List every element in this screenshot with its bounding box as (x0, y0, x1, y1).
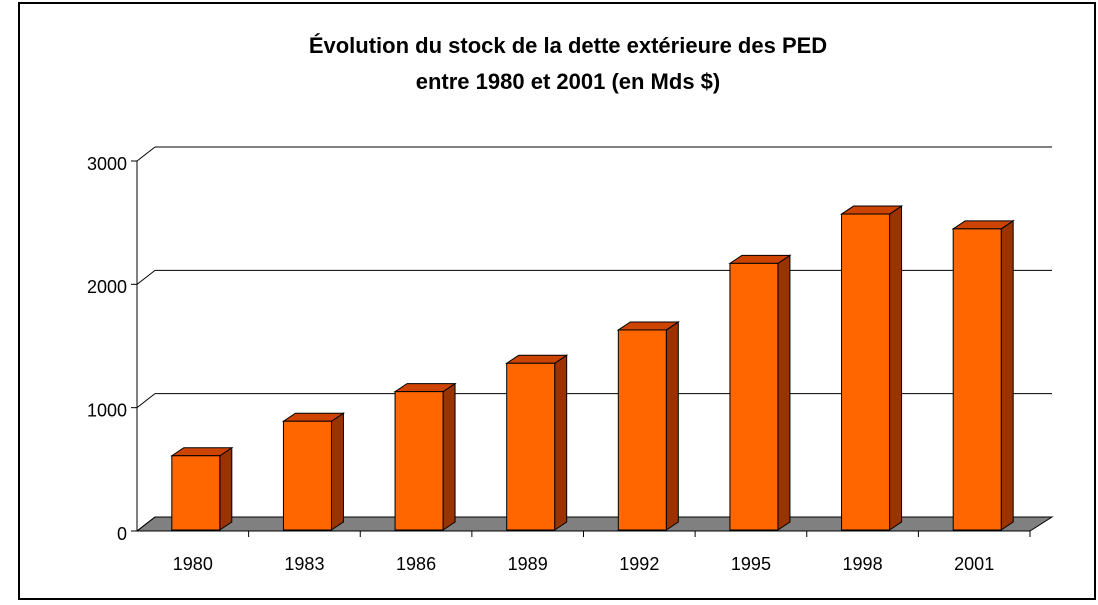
grid-line (136, 516, 156, 532)
x-tick-label: 1998 (843, 554, 883, 574)
bar-side (554, 354, 568, 531)
y-tick-label: 0 (117, 524, 127, 544)
bar (394, 391, 444, 531)
chart-title: Évolution du stock de la dette extérieur… (309, 33, 827, 58)
y-tick-label: 2000 (87, 277, 127, 297)
x-tick-label: 1992 (619, 554, 659, 574)
bar-side (665, 321, 679, 531)
bar-side (219, 446, 233, 531)
y-tick-label: 1000 (87, 400, 127, 420)
bar-side (442, 382, 456, 531)
bar (617, 329, 667, 531)
y-tick-label: 3000 (87, 154, 127, 174)
bar-side (330, 412, 344, 531)
bar (952, 228, 1002, 531)
grid-line (136, 146, 156, 162)
bar (171, 455, 221, 531)
x-tick-label: 1980 (173, 554, 213, 574)
bar (729, 262, 779, 531)
x-tick-label: 1983 (284, 554, 324, 574)
grid-line (136, 393, 156, 409)
x-tick-label: 2001 (954, 554, 994, 574)
bar (506, 362, 556, 531)
bar (282, 420, 332, 531)
x-tick-label: 1989 (508, 554, 548, 574)
grid-line (136, 269, 156, 285)
floor (135, 516, 1054, 532)
bar-side (889, 205, 903, 531)
bar-side (777, 254, 791, 531)
bar (841, 213, 891, 531)
x-tick-label: 1986 (396, 554, 436, 574)
chart-title: entre 1980 et 2001 (en Mds $) (416, 69, 720, 94)
x-tick-label: 1995 (731, 554, 771, 574)
bar-side (1000, 219, 1014, 531)
